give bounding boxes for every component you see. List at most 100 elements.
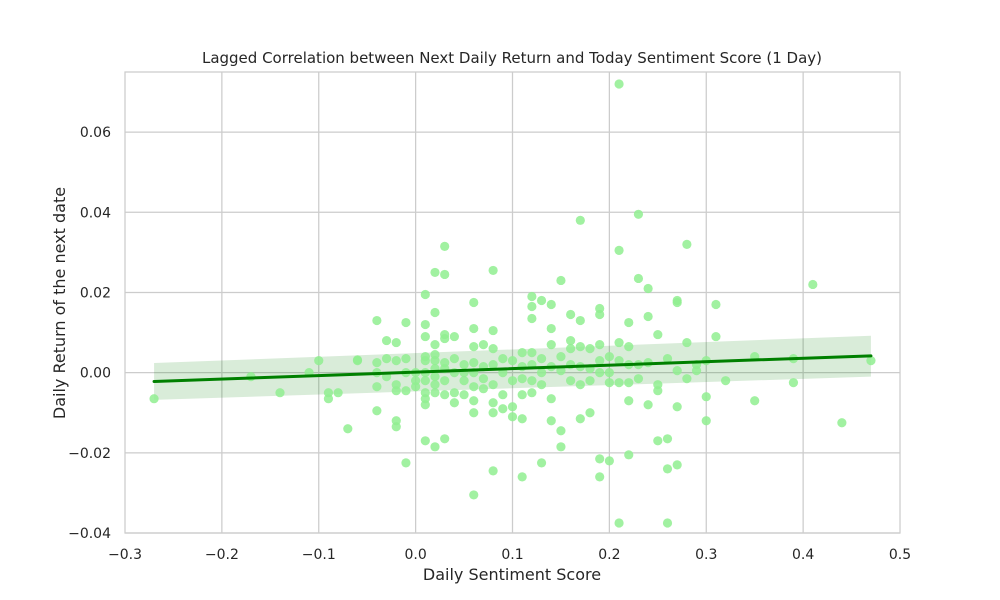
data-point [430,267,440,278]
data-point [691,366,702,376]
data-point [391,386,401,396]
data-point [420,331,430,342]
data-point [517,390,527,400]
data-point [575,341,585,352]
data-point [595,309,605,320]
data-point [507,412,518,422]
data-point [662,464,673,474]
data-point [566,376,576,386]
data-point [662,518,673,528]
data-point [682,374,692,384]
data-point [575,215,585,225]
data-point [430,388,440,398]
data-point [701,392,711,402]
data-point [488,398,498,408]
data-point [459,360,469,370]
data-point [333,388,343,398]
data-point [556,275,566,286]
data-point [566,335,576,346]
data-point [440,390,450,400]
data-point [672,402,682,412]
data-point [595,454,605,464]
x-tick-label: 0.5 [889,547,911,563]
data-point [314,356,324,366]
data-point [721,376,731,386]
data-point [469,297,479,308]
data-point [343,424,353,434]
x-tick-label: 0.1 [501,547,523,563]
x-tick-label: −0.3 [108,547,142,563]
data-point [149,394,159,404]
y-tick-label: 0.00 [80,366,111,382]
data-point [517,414,527,424]
data-point [430,380,440,390]
data-point [507,402,518,412]
data-point [633,273,644,284]
data-point [430,442,440,452]
data-point [566,344,576,354]
data-point [469,358,479,368]
data-point [614,245,624,255]
y-tick-label: 0.02 [80,285,111,301]
data-point [527,376,537,386]
data-point [546,323,556,334]
data-point [420,319,430,330]
data-point [469,408,479,418]
data-point [624,378,634,388]
data-point [624,341,634,352]
data-point [401,354,411,364]
data-point [440,269,450,280]
data-point [575,315,585,326]
data-point [488,466,498,476]
data-point [604,456,614,466]
data-point [866,356,876,366]
data-point [498,390,508,400]
data-point [536,368,547,378]
data-point [527,313,537,324]
y-tick-labels: −0.04 −0.02 0.00 0.02 0.04 0.06 [68,125,111,542]
data-point [440,376,450,386]
data-point [420,376,430,386]
x-tick-label: 0.0 [404,547,426,563]
data-point [672,366,682,376]
data-point [430,339,440,350]
data-point [459,390,469,400]
data-point [449,388,459,398]
data-point [391,356,401,366]
data-point [401,317,411,328]
data-point [556,352,566,362]
data-point [430,356,440,366]
data-point [469,323,479,334]
data-point [750,396,760,406]
data-point [449,398,459,408]
data-point [662,354,673,364]
data-point [672,460,682,470]
data-point [575,380,585,390]
data-point [469,396,479,406]
data-point [449,331,459,342]
data-point [420,289,430,300]
data-point [323,394,334,404]
data-point [536,295,547,306]
data-point [469,382,479,392]
data-point [624,317,634,328]
y-axis-label: Daily Return of the next date [50,187,69,419]
data-point [420,400,430,410]
data-point [527,301,537,312]
data-point [507,356,518,366]
data-point [411,382,421,392]
data-point [546,299,556,310]
data-point [546,416,556,426]
data-point [440,434,450,444]
data-point [488,360,498,370]
data-point [517,374,527,384]
chart-title: Lagged Correlation between Next Daily Re… [202,49,822,67]
data-point [507,376,518,386]
data-point [604,368,614,378]
data-point [682,239,692,249]
data-point [527,348,537,358]
data-point [653,329,663,340]
data-point [401,458,411,468]
